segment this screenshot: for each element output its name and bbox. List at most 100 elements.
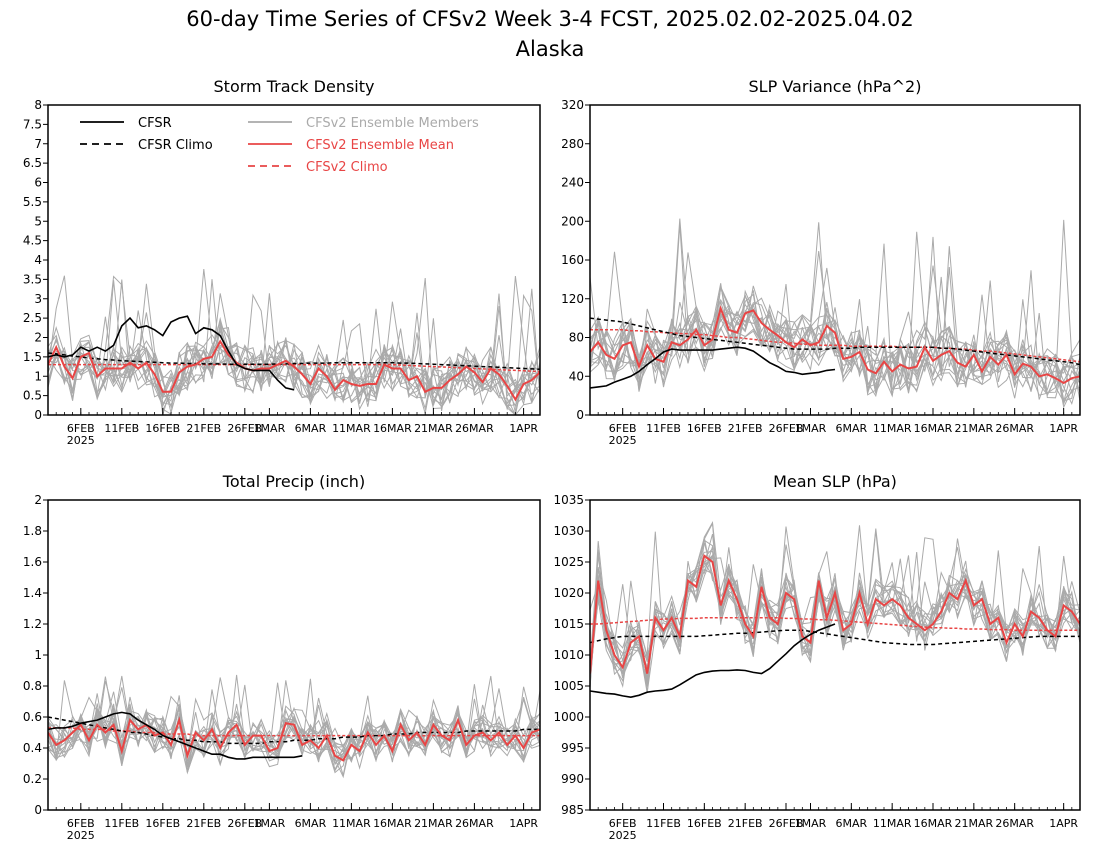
x-tick-label: 1MAR [795,422,827,435]
cfsv2-climo-line [590,329,1080,363]
y-tick-label: 6.5 [23,156,42,170]
y-tick-label: 1.8 [23,524,42,538]
x-tick-label: 6FEB [609,422,637,435]
y-tick-label: 1025 [553,555,584,569]
y-tick-label: 0 [34,803,42,817]
ensemble-member-line [590,541,1080,687]
panel-title: Total Precip (inch) [222,472,365,491]
x-tick-label: 16FEB [687,817,722,830]
plot-area [590,218,1080,409]
y-tick-label: 985 [561,803,584,817]
cfsr-climo-line [590,317,1080,366]
x-tick-label: 1APR [509,422,538,435]
x-tick-label: 26MAR [455,422,494,435]
x-tick-label: 26FEB [227,422,262,435]
x-tick-year-label: 2025 [609,829,637,842]
plot-area [590,521,1080,699]
cfsr-line [48,315,295,391]
y-tick-label: 1030 [553,524,584,538]
cfsv2-ensemble-mean-line [48,716,540,762]
x-tick-label: 26FEB [769,422,804,435]
y-tick-label: 0.4 [23,741,42,755]
y-tick-label: 6 [34,176,42,190]
panel-slp-variance: SLP Variance (hPa^2) 0 40 80 120 160 200 240 280… [561,77,1081,447]
x-tick-label: 26FEB [227,817,262,830]
y-tick-label: 1.2 [23,617,42,631]
plot-frame [589,499,1081,811]
y-tick-label: 2 [34,493,42,507]
x-tick-label: 1APR [509,817,538,830]
x-tick-year-label: 2025 [67,829,95,842]
y-tick-label: 3.5 [23,272,42,286]
plot-area [48,268,540,415]
x-tick-label: 16MAR [914,817,953,830]
x-tick-label: 11MAR [332,422,371,435]
x-tick-label: 1APR [1049,817,1078,830]
y-tick-label: 320 [561,98,584,112]
x-tick-label: 11MAR [873,422,912,435]
x-tick-label: 6MAR [295,817,327,830]
cfsr-climo-line [48,716,540,745]
x-tick-label: 16FEB [145,422,180,435]
ensemble-member-line [48,275,540,415]
legend-label: CFSv2 Ensemble Members [306,116,479,131]
x-tick-label: 11FEB [646,422,681,435]
x-tick-label: 11FEB [104,422,139,435]
ensemble-member-line [48,268,540,415]
x-tick-label: 21FEB [728,422,763,435]
ensemble-members [48,268,540,415]
ensemble-member-line [590,286,1080,409]
y-tick-label: 0.2 [23,772,42,786]
x-tick-label: 21FEB [186,817,221,830]
y-tick-label: 7 [34,137,42,151]
panel-total-precip: Total Precip (inch) 0 0.2 0.4 0.6 0.8 1 1.2 1.4 1… [23,472,541,842]
panel-title: Storm Track Density [214,77,375,96]
x-tick-label: 6MAR [835,422,867,435]
ensemble-member-line [590,312,1080,399]
panel-title: SLP Variance (hPa^2) [749,77,922,96]
y-tick-label: 80 [569,331,584,345]
x-tick-label: 1MAR [795,817,827,830]
ensemble-members [590,218,1080,409]
x-tick-label: 1APR [1049,422,1078,435]
panel-title: Mean SLP (hPa) [773,472,897,491]
legend-label: CFSv2 Ensemble Mean [306,138,454,153]
x-tick-year-label: 2025 [609,434,637,447]
ensemble-member-line [48,293,540,406]
ensemble-member-line [48,690,540,768]
x-tick-label: 16FEB [145,817,180,830]
cfsv2-ensemble-mean-line [590,305,1080,385]
cfsr-line [590,346,836,389]
y-tick-label: 1010 [553,648,584,662]
y-tick-label: 280 [561,137,584,151]
x-tick-label: 1MAR [254,422,286,435]
cfsv2-ensemble-mean-line [590,554,1080,674]
y-tick-label: 4 [34,253,42,267]
y-tick-label: 990 [561,772,584,786]
legend: CFSR CFSR Climo CFSv2 Ensemble Members CFSv… [80,116,479,175]
panel-storm-track-density: Storm Track Density 0 0.5 1 1.5 2 2.5 3 3.5 4 4.5 5… [23,77,541,447]
legend-label: CFSv2 Climo [306,160,388,175]
ensemble-member-line [590,533,1080,681]
x-tick-label: 26MAR [995,422,1034,435]
y-tick-label: 0.8 [23,679,42,693]
x-tick-label: 21MAR [414,817,453,830]
plot-area [48,674,540,779]
cfsr-climo-line [590,629,1080,646]
y-tick-label: 1035 [553,493,584,507]
x-tick-label: 26FEB [769,817,804,830]
y-tick-label: 995 [561,741,584,755]
x-tick-label: 21MAR [955,422,994,435]
y-tick-label: 1.4 [23,586,42,600]
y-tick-label: 8 [34,98,42,112]
y-tick-label: 5 [34,214,42,228]
x-tick-label: 21MAR [955,817,994,830]
y-tick-label: 1.5 [23,350,42,364]
x-tick-label: 16MAR [373,817,412,830]
cfsr-line [48,711,303,760]
x-tick-label: 11FEB [104,817,139,830]
legend-label: CFSR [138,116,172,131]
panel-mean-slp: Mean SLP (hPa) 985 990 995 1000 1005 1010 1015 1… [553,472,1081,842]
x-tick-label: 21MAR [414,422,453,435]
x-tick-label: 6FEB [67,422,95,435]
